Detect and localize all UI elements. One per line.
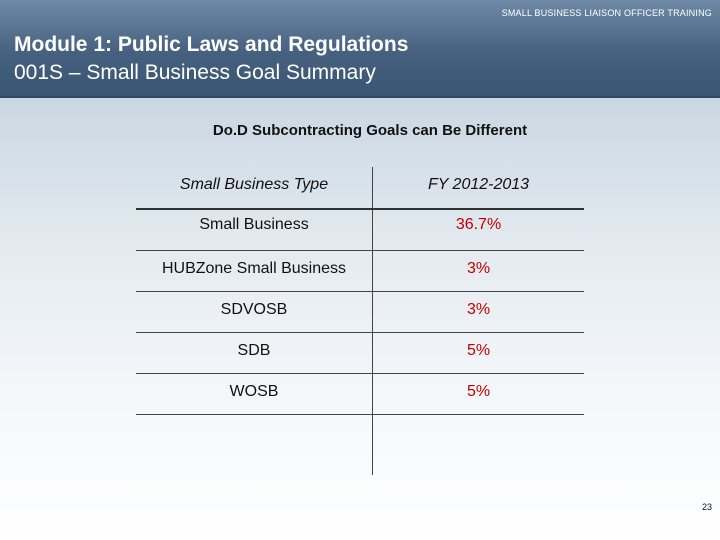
- table-heading: Do.D Subcontracting Goals can Be Differe…: [212, 122, 528, 139]
- row-divider: [136, 414, 584, 415]
- training-label: SMALL BUSINESS LIAISON OFFICER TRAINING: [501, 8, 712, 18]
- column-divider: [372, 167, 373, 475]
- slide-title: Module 1: Public Laws and Regulations: [14, 33, 409, 56]
- row-goal: 3%: [466, 260, 491, 277]
- row-type: Small Business: [199, 216, 309, 233]
- row-divider: [136, 373, 584, 374]
- row-type: WOSB: [229, 383, 279, 400]
- row-type: SDB: [237, 342, 271, 359]
- row-type: HUBZone Small Business: [161, 260, 347, 277]
- row-divider: [136, 332, 584, 333]
- slide-header: SMALL BUSINESS LIAISON OFFICER TRAINING …: [0, 0, 720, 98]
- header-divider: [136, 208, 584, 210]
- row-type: SDVOSB: [220, 301, 288, 318]
- row-goal: 36.7%: [455, 216, 502, 233]
- page-number: 23: [701, 502, 712, 512]
- column-header-fy: FY 2012-2013: [427, 176, 530, 193]
- row-goal: 3%: [466, 301, 491, 318]
- column-header-type: Small Business Type: [179, 176, 329, 193]
- slide-subtitle: 001S – Small Business Goal Summary: [14, 61, 376, 84]
- row-divider: [136, 291, 584, 292]
- row-goal: 5%: [466, 383, 491, 400]
- row-goal: 5%: [466, 342, 491, 359]
- row-divider: [136, 250, 584, 251]
